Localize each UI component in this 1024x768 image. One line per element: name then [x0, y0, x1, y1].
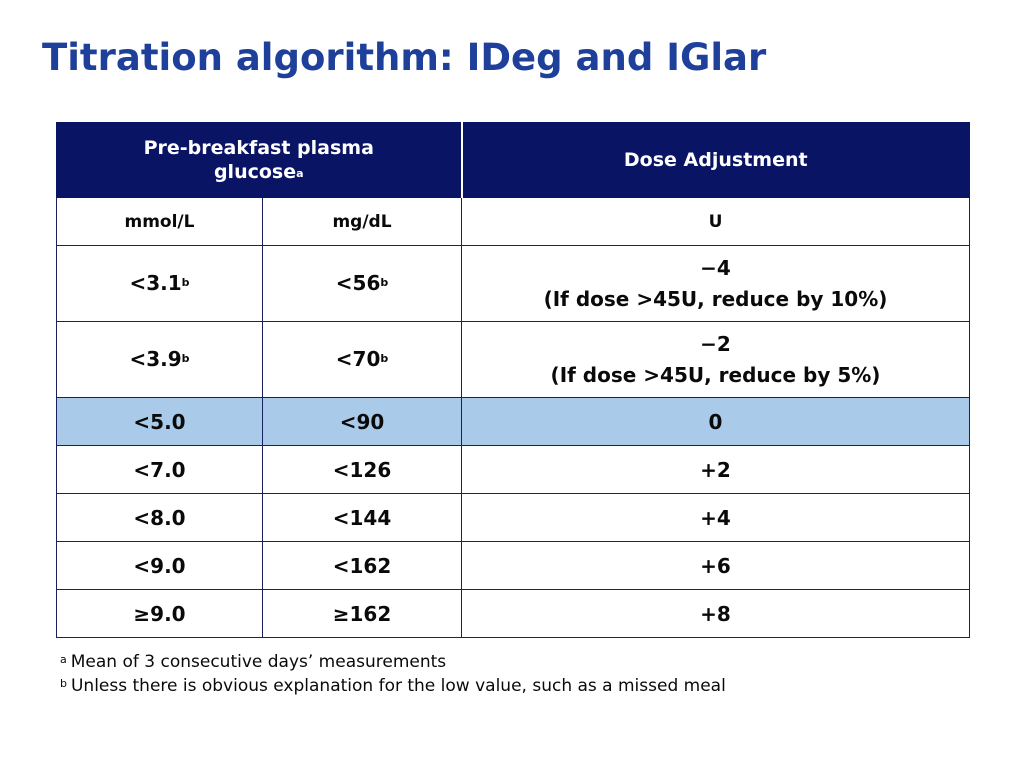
cell-mgdl: <70b — [262, 321, 462, 398]
cell-mmol: <5.0 — [56, 397, 263, 446]
cell-mmol: <9.0 — [56, 541, 263, 590]
units-row: mmol/L mg/dL U — [56, 197, 970, 246]
header-glucose-line1: Pre-breakfast plasma — [143, 137, 374, 159]
cell-mmol: <3.1b — [56, 245, 263, 322]
footnote-text: Unless there is obvious explanation for … — [70, 676, 726, 696]
cell-mmol: <8.0 — [56, 493, 263, 542]
footnote-mark: a — [60, 653, 67, 666]
titration-table: Pre-breakfast plasma glucosea Dose Adjus… — [56, 122, 970, 638]
dose-note: (If dose >45U, reduce by 5%) — [550, 362, 881, 387]
cell-dose: 0 — [461, 397, 970, 446]
cell-mgdl: ≥162 — [262, 589, 462, 638]
table-row: <3.9b <70b −2 (If dose >45U, reduce by 5%… — [56, 321, 970, 398]
unit-mgdl: mg/dL — [262, 197, 462, 246]
footnotes: a Mean of 3 consecutive days’ measurement… — [60, 650, 726, 698]
footnote-a: a Mean of 3 consecutive days’ measurement… — [60, 650, 726, 674]
value-mgdl: <56 — [335, 271, 381, 295]
value-dose: −2 — [700, 331, 731, 356]
table-row: <7.0 <126 +2 — [56, 445, 970, 494]
slide-title: Titration algorithm: IDeg and IGlar — [42, 36, 767, 79]
value-dose: −4 — [700, 255, 731, 280]
unit-u: U — [461, 197, 970, 246]
footnote-mark: b — [380, 276, 389, 289]
cell-dose: +6 — [461, 541, 970, 590]
table-header-row: Pre-breakfast plasma glucosea Dose Adjus… — [56, 122, 970, 198]
footnote-text: Mean of 3 consecutive days’ measurements — [70, 652, 447, 672]
table-row-highlighted: <5.0 <90 0 — [56, 397, 970, 446]
dose-note: (If dose >45U, reduce by 10%) — [543, 286, 888, 311]
cell-mgdl: <56b — [262, 245, 462, 322]
footnote-b: b Unless there is obvious explanation for… — [60, 674, 726, 698]
footnote-mark: b — [380, 352, 389, 365]
footnote-mark: b — [60, 677, 67, 690]
footnote-mark: a — [296, 167, 304, 180]
cell-mgdl: <90 — [262, 397, 462, 446]
cell-dose: −4 (If dose >45U, reduce by 10%) — [461, 245, 970, 322]
cell-dose: +2 — [461, 445, 970, 494]
cell-mgdl: <162 — [262, 541, 462, 590]
unit-mmol: mmol/L — [56, 197, 263, 246]
cell-mmol: <3.9b — [56, 321, 263, 398]
value-mmol: <3.1 — [129, 271, 182, 295]
header-glucose-line2: glucose — [213, 161, 297, 183]
table-row: ≥9.0 ≥162 +8 — [56, 589, 970, 638]
header-dose: Dose Adjustment — [460, 122, 970, 198]
cell-mgdl: <126 — [262, 445, 462, 494]
cell-dose: −2 (If dose >45U, reduce by 5%) — [461, 321, 970, 398]
table-row: <9.0 <162 +6 — [56, 541, 970, 590]
table-row: <3.1b <56b −4 (If dose >45U, reduce by 10… — [56, 245, 970, 322]
value-mmol: <3.9 — [129, 347, 182, 371]
footnote-mark: b — [181, 276, 190, 289]
cell-mmol: <7.0 — [56, 445, 263, 494]
table-row: <8.0 <144 +4 — [56, 493, 970, 542]
value-mgdl: <70 — [335, 347, 381, 371]
cell-dose: +4 — [461, 493, 970, 542]
cell-mmol: ≥9.0 — [56, 589, 263, 638]
cell-mgdl: <144 — [262, 493, 462, 542]
footnote-mark: b — [181, 352, 190, 365]
header-glucose: Pre-breakfast plasma glucosea — [56, 122, 462, 198]
cell-dose: +8 — [461, 589, 970, 638]
